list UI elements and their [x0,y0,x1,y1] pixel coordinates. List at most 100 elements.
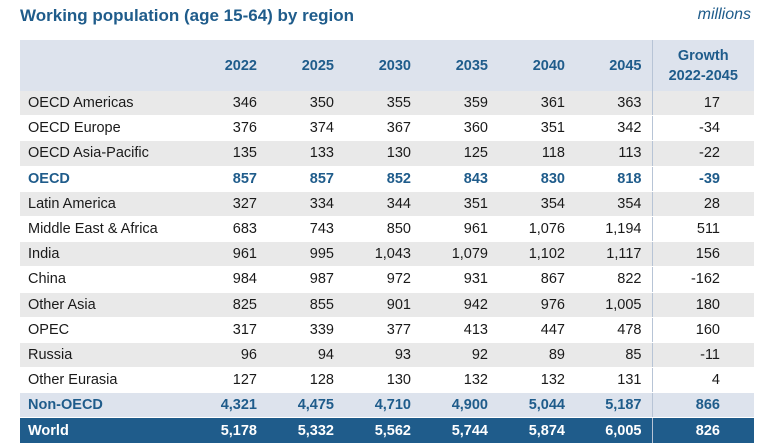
value-cell: 96 [190,342,267,369]
value-cell: 825 [190,292,267,318]
population-table: 2022 2025 2030 2035 2040 2045 Growth 202… [20,40,754,444]
value-cell: 85 [575,342,652,369]
value-cell: 1,117 [575,241,652,268]
value-cell: 987 [267,266,344,293]
region-cell: Latin America [20,191,190,217]
region-cell: OECD Europe [20,115,190,142]
growth-cell: -34 [651,115,754,142]
value-cell: 354 [575,191,652,217]
value-cell: 822 [575,266,652,293]
growth-cell: 4 [651,367,754,394]
value-cell: 6,005 [575,417,652,444]
value-cell: 132 [421,367,498,394]
value-cell: 327 [190,191,267,217]
value-cell: 351 [421,191,498,217]
value-cell: 317 [190,317,267,343]
value-cell: 867 [498,266,575,293]
value-cell: 976 [498,292,575,318]
table-row: OECD Europe 376 374 367 360 351 342 -34 [20,115,754,142]
value-cell: 355 [344,91,421,117]
value-cell: 374 [267,115,344,142]
growth-cell: 866 [651,392,754,419]
region-cell: Other Asia [20,292,190,318]
value-cell: 334 [267,191,344,217]
region-cell: India [20,241,190,268]
value-cell: 1,194 [575,216,652,243]
table-row: India 961 995 1,043 1,079 1,102 1,117 156 [20,241,754,268]
header-growth-line1: Growth [677,47,729,64]
growth-cell: 511 [651,216,754,243]
region-cell: OPEC [20,317,190,343]
value-cell: 1,076 [498,216,575,243]
growth-cell: 17 [651,91,754,117]
unit-label: millions [697,6,751,23]
region-cell: China [20,266,190,293]
table-row: Middle East & Africa 683 743 850 961 1,076 1,1… [20,216,754,243]
value-cell: 4,321 [190,392,267,419]
value-cell: 127 [190,367,267,394]
growth-cell: 180 [651,292,754,318]
growth-cell: -22 [651,140,754,167]
table-row: OECD Asia-Pacific 135 133 130 125 118 113 -22 [20,140,754,167]
value-cell: 113 [575,140,652,167]
value-cell: 342 [575,115,652,142]
value-cell: 1,043 [344,241,421,268]
value-cell: 94 [267,342,344,369]
value-cell: 130 [344,140,421,167]
value-cell: 843 [421,166,498,192]
table-row: Other Eurasia 127 128 130 132 132 131 4 [20,367,754,394]
value-cell: 93 [344,342,421,369]
growth-cell: -39 [651,166,754,192]
value-cell: 961 [421,216,498,243]
value-cell: 852 [344,166,421,192]
growth-cell: 156 [651,241,754,268]
value-cell: 89 [498,342,575,369]
growth-cell: 826 [651,417,754,444]
table-row: OECD 857 857 852 843 830 818 -39 [20,166,754,192]
value-cell: 135 [190,140,267,167]
value-cell: 351 [498,115,575,142]
value-cell: 360 [421,115,498,142]
value-cell: 5,044 [498,392,575,419]
value-cell: 478 [575,317,652,343]
region-cell: Middle East & Africa [20,216,190,243]
value-cell: 5,874 [498,417,575,444]
header-year: 2022 [190,40,267,91]
growth-cell: -162 [651,266,754,293]
header-year: 2035 [421,40,498,91]
value-cell: 4,710 [344,392,421,419]
value-cell: 857 [190,166,267,192]
value-cell: 344 [344,191,421,217]
value-cell: 413 [421,317,498,343]
value-cell: 5,178 [190,417,267,444]
value-cell: 92 [421,342,498,369]
table-row: China 984 987 972 931 867 822 -162 [20,266,754,293]
growth-cell: -11 [651,342,754,369]
region-cell: OECD [20,166,190,192]
growth-cell: 28 [651,191,754,217]
value-cell: 339 [267,317,344,343]
value-cell: 376 [190,115,267,142]
header-year: 2030 [344,40,421,91]
value-cell: 818 [575,166,652,192]
table-row: OECD Americas 346 350 355 359 361 363 17 [20,91,754,117]
table-title: Working population (age 15-64) by region [20,6,355,25]
value-cell: 901 [344,292,421,318]
value-cell: 995 [267,241,344,268]
growth-cell: 160 [651,317,754,343]
region-cell: OECD Americas [20,91,190,117]
region-cell: World [20,417,190,444]
value-cell: 377 [344,317,421,343]
value-cell: 346 [190,91,267,117]
value-cell: 942 [421,292,498,318]
value-cell: 683 [190,216,267,243]
value-cell: 830 [498,166,575,192]
region-cell: Russia [20,342,190,369]
header-year: 2025 [267,40,344,91]
region-cell: Non-OECD [20,392,190,419]
table-row: OPEC 317 339 377 413 447 478 160 [20,317,754,343]
value-cell: 743 [267,216,344,243]
header-region [20,40,190,91]
region-cell: OECD Asia-Pacific [20,140,190,167]
